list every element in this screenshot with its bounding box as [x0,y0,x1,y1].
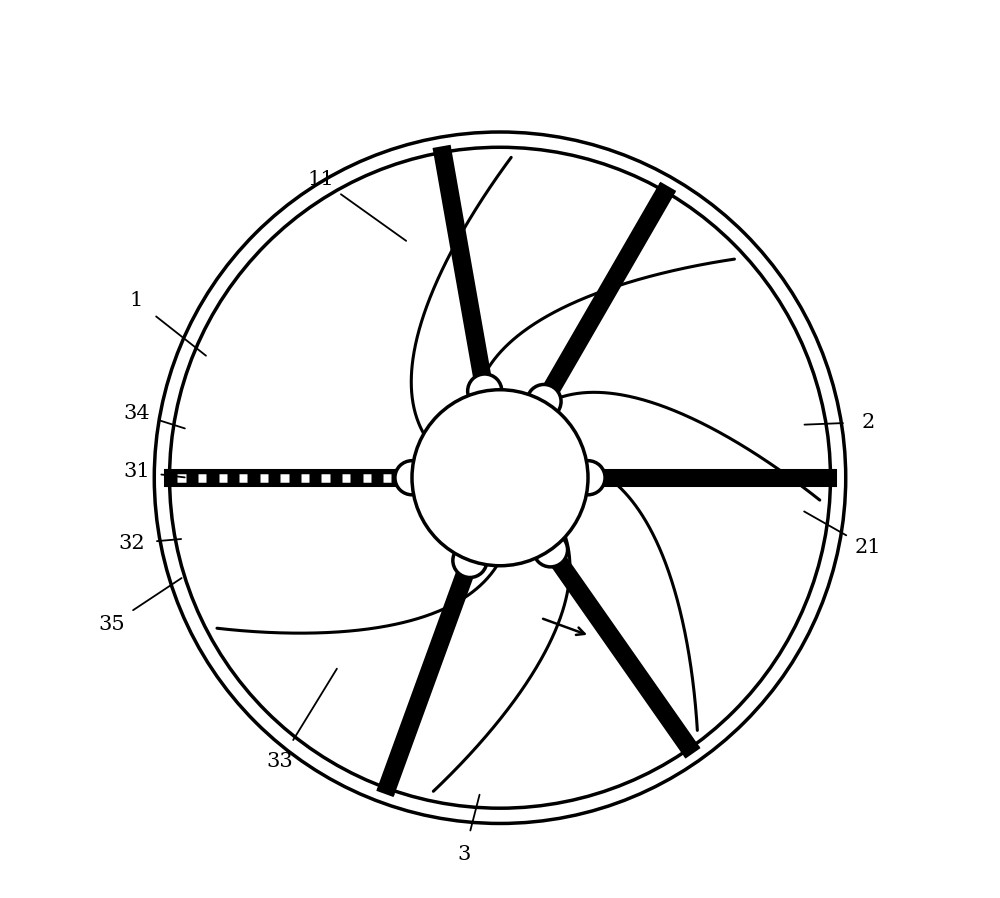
Text: 34: 34 [123,403,150,423]
Circle shape [468,374,502,408]
Text: 33: 33 [267,752,293,771]
Circle shape [453,543,487,577]
Circle shape [533,533,568,567]
Text: 2: 2 [862,412,875,432]
Text: 32: 32 [119,533,145,553]
Circle shape [412,390,588,566]
Circle shape [395,461,429,495]
Text: 21: 21 [855,538,881,558]
Circle shape [527,384,561,418]
Text: 11: 11 [307,170,334,189]
Circle shape [571,461,605,495]
Text: 35: 35 [99,614,125,634]
Text: 3: 3 [457,845,471,865]
Text: 1: 1 [130,291,143,311]
Text: 31: 31 [123,462,150,481]
